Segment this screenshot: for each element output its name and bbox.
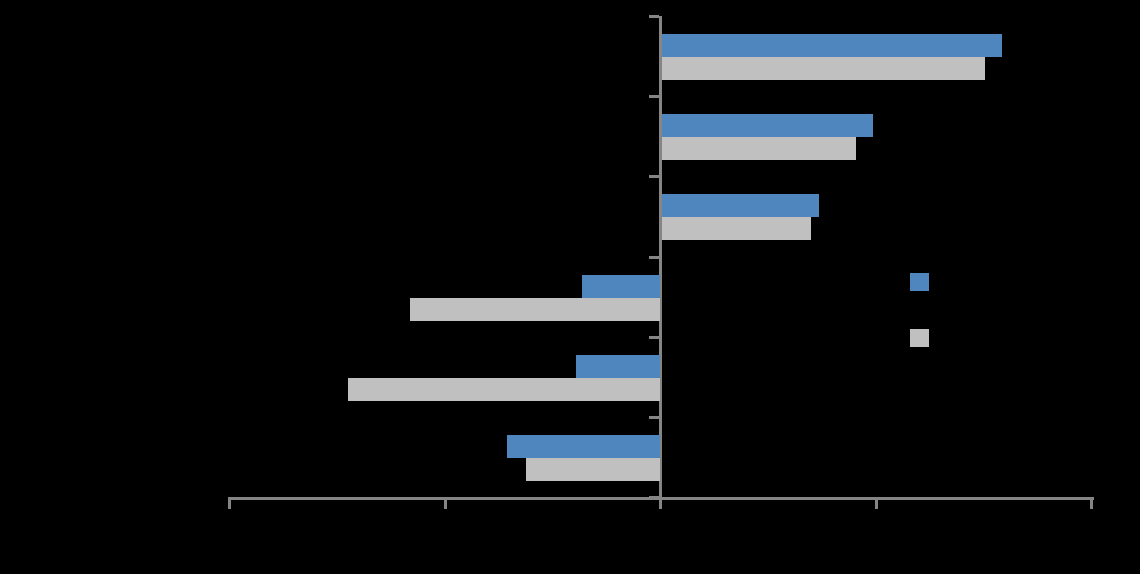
- bar-series1-cat1: [662, 34, 1003, 57]
- y-axis-tick: [649, 415, 659, 419]
- bar-series2-cat1: [662, 57, 986, 80]
- bar-series1-cat5: [575, 354, 660, 378]
- y-axis-tick: [649, 15, 659, 18]
- bar-series1-cat6: [506, 434, 660, 458]
- bar-series2-cat3: [662, 217, 811, 241]
- bar-series2-cat6: [526, 457, 660, 481]
- y-axis-tick: [649, 95, 659, 99]
- x-axis-tick: [443, 497, 447, 509]
- y-axis-tick: [649, 335, 659, 339]
- y-axis-tick: [649, 175, 659, 179]
- bar-series2-cat4: [410, 297, 660, 321]
- bar-series2-cat2: [662, 137, 856, 161]
- y-axis-tick: [649, 255, 659, 259]
- bar-series2-cat5: [347, 377, 660, 401]
- legend-swatch-1: [910, 273, 929, 291]
- legend-swatch-2: [910, 329, 929, 347]
- x-axis-tick: [659, 497, 662, 509]
- y-axis-tick: [649, 496, 659, 499]
- bar-series1-cat3: [662, 194, 820, 218]
- y-axis-line: [659, 16, 662, 497]
- bar-series1-cat4: [582, 274, 660, 298]
- x-axis-tick: [1090, 497, 1093, 509]
- bar-series1-cat2: [662, 114, 874, 138]
- x-axis-tick: [228, 497, 231, 509]
- x-axis-tick: [874, 497, 878, 509]
